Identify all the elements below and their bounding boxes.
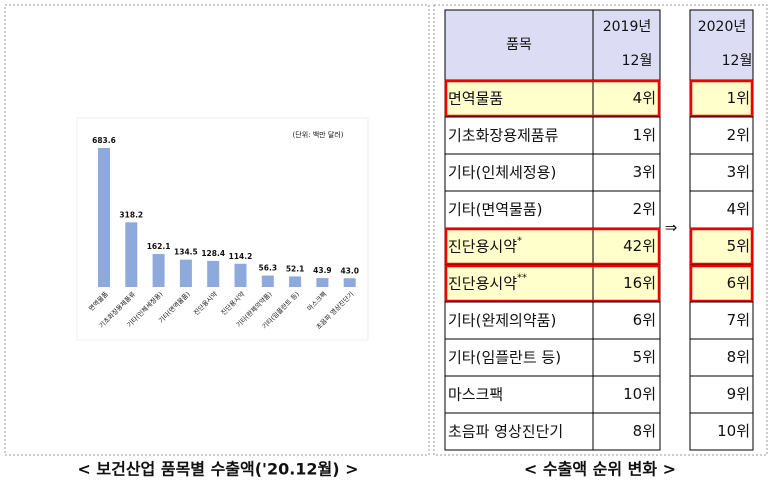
- item: 진단용시약*: [448, 236, 522, 256]
- arrow: ⇒: [665, 219, 678, 237]
- item-note: **: [517, 273, 527, 284]
- unit-note: (단위: 백만 달러): [293, 130, 344, 139]
- highlight-box: [689, 264, 754, 303]
- cell: [444, 190, 594, 229]
- bar: [152, 254, 165, 287]
- item-name: 기타(완제의약품): [448, 311, 556, 329]
- cell: [689, 116, 754, 155]
- item-name: 진단용시약: [448, 274, 517, 292]
- item-name: 면역물품: [448, 89, 503, 107]
- item: 마스크팩: [448, 385, 503, 403]
- rank-2019: 5위: [633, 348, 656, 366]
- value-label: 114.2: [229, 252, 253, 261]
- right-caption: < 수출액 순위 변화 >: [524, 460, 676, 479]
- rank-2019: 3위: [633, 163, 656, 181]
- rank-2020: 4위: [727, 200, 750, 218]
- header: 2020년: [698, 19, 747, 35]
- item: 초음파 영상진단기: [448, 422, 563, 440]
- rank-2019: 10위: [623, 385, 656, 403]
- value-label: 128.4: [201, 249, 225, 258]
- item: 기타(인체세정용): [448, 163, 556, 181]
- rank-2020: 7위: [727, 311, 750, 329]
- item: 기타(완제의약품): [448, 311, 556, 329]
- cell: [444, 153, 594, 192]
- rank-2019: 1위: [633, 126, 656, 144]
- value-label: 56.3: [259, 264, 278, 273]
- rank-2019: 8위: [633, 422, 656, 440]
- bar: [98, 148, 110, 287]
- cell: [592, 153, 661, 192]
- cell: [444, 264, 594, 303]
- rank-2020: 9위: [727, 385, 750, 403]
- cell: [689, 153, 754, 192]
- bar: [179, 259, 192, 287]
- cell: [592, 338, 661, 377]
- rank-2019: 42위: [623, 237, 656, 255]
- cell: [592, 375, 661, 414]
- cell: [444, 9, 594, 81]
- value-label: 43.9: [313, 266, 332, 275]
- left-caption: < 보건산업 품목별 수출액('20.12월) >: [77, 460, 358, 479]
- header: 2019년: [603, 19, 652, 35]
- item-name: 기초화장용제품류: [448, 126, 559, 144]
- bar: [125, 222, 138, 287]
- highlight-box: [444, 264, 661, 303]
- highlight-box: [689, 79, 754, 118]
- header: 12월: [722, 53, 753, 69]
- rank-2020: 1위: [727, 89, 750, 107]
- cell: [592, 79, 661, 118]
- cell: [592, 227, 661, 266]
- item-name: 진단용시약: [448, 237, 517, 255]
- cell: [444, 375, 594, 414]
- cell: [592, 412, 661, 451]
- rank-2019: 4위: [633, 89, 656, 107]
- item: 면역물품: [448, 89, 503, 107]
- item-name: 기타(인체세정용): [448, 163, 556, 181]
- item-name: 마스크팩: [448, 385, 503, 403]
- rank-2019: 16위: [623, 274, 656, 292]
- item: 기타(면역물품): [448, 200, 543, 218]
- highlight-box: [689, 227, 754, 266]
- item-note: *: [517, 236, 522, 247]
- rank-2019: 2위: [633, 200, 656, 218]
- item: 기초화장용제품류: [448, 126, 559, 144]
- bar: [261, 275, 274, 287]
- bar: [343, 278, 356, 287]
- item-name: 기타(면역물품): [448, 200, 543, 218]
- bar: [289, 276, 302, 287]
- item: 진단용시약**: [448, 273, 527, 293]
- rank-2020: 2위: [727, 126, 750, 144]
- cell: [592, 9, 661, 81]
- value-label: 162.1: [147, 242, 171, 251]
- value-label: 134.5: [174, 248, 198, 257]
- header: 품목: [506, 37, 532, 53]
- cell: [689, 190, 754, 229]
- value-label: 52.1: [286, 264, 305, 273]
- rank-2020: 10위: [717, 422, 750, 440]
- bar: [207, 260, 220, 287]
- value-label: 683.6: [92, 136, 116, 145]
- highlight-box: [444, 227, 661, 266]
- item-name: 초음파 영상진단기: [448, 422, 563, 440]
- bar: [316, 278, 329, 287]
- cell: [689, 412, 754, 451]
- rank-2020: 8위: [727, 348, 750, 366]
- header: 12월: [622, 53, 653, 69]
- rank-2020: 6위: [727, 274, 750, 292]
- item-name: 기타(임플란트 등): [448, 348, 561, 366]
- rank-2020: 5위: [727, 237, 750, 255]
- rank-2020: 3위: [727, 163, 750, 181]
- cell: [689, 264, 754, 303]
- highlight-box: [444, 79, 661, 118]
- value-label: 43.0: [340, 266, 359, 275]
- bar: [234, 263, 247, 287]
- cell: [689, 9, 754, 81]
- rank-2019: 6위: [633, 311, 656, 329]
- item: 기타(임플란트 등): [448, 348, 561, 366]
- value-label: 318.2: [119, 210, 143, 219]
- cell: [444, 412, 594, 451]
- cell: [444, 338, 594, 377]
